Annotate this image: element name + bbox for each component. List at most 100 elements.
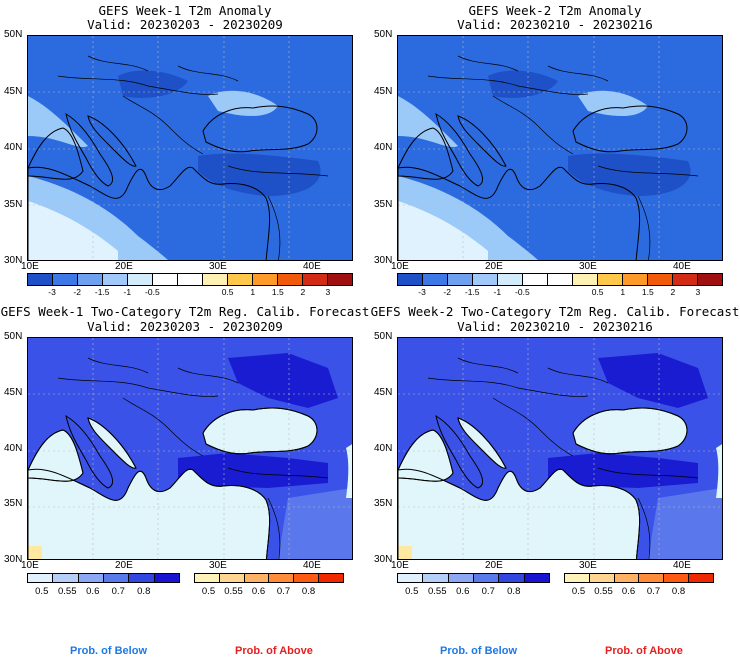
country-border <box>457 357 519 374</box>
colorbar-tick-label: 0.8 <box>137 586 151 597</box>
colorbar-swatch <box>103 274 128 285</box>
country-border <box>57 75 219 95</box>
latitude-tick-label: 40N <box>4 142 23 153</box>
colorbar-swatch <box>244 574 270 582</box>
coastline <box>28 468 271 559</box>
coastline <box>28 127 84 180</box>
colorbar-swatch <box>639 574 665 582</box>
longitude-tick-label: 10E <box>391 261 409 272</box>
colorbar-swatch <box>178 274 203 285</box>
probability-map-week2 <box>397 337 723 560</box>
coastline <box>398 127 454 180</box>
coastline <box>572 105 688 153</box>
colorbar-tick-label: 0.55 <box>428 586 447 597</box>
prob-below-colorbar <box>27 573 180 583</box>
panel-title: GEFS Week-1 T2m Anomaly <box>98 3 272 18</box>
country-border <box>87 55 149 72</box>
coastline <box>435 112 483 187</box>
colorbar-tick-label: 1 <box>250 287 256 297</box>
latitude-tick-label: 45N <box>374 85 393 97</box>
panel-week2-anomaly: GEFS Week-2 T2m Anomaly Valid: 20230210 … <box>370 0 740 300</box>
prob-below-label: Prob. of Below <box>440 645 517 657</box>
panel-week1-anomaly: GEFS Week-1 T2m Anomaly Valid: 20230203 … <box>0 0 370 300</box>
colorbar-tick-label: 0.5 <box>405 586 419 597</box>
longitude-tick-label: 20E <box>485 261 503 272</box>
colorbar-tick-label: -2 <box>443 287 451 297</box>
colorbar-tick-label: 0.55 <box>594 586 613 597</box>
colorbar-tick-label: 0.8 <box>671 586 686 597</box>
longitude-tick-label: 40E <box>303 261 321 272</box>
prob-below-colorbar <box>397 573 550 583</box>
coastline <box>65 112 113 187</box>
colorbar-tick-label: 0.6 <box>86 586 100 597</box>
colorbar-swatch <box>623 274 648 285</box>
country-border <box>537 427 574 457</box>
coastline <box>572 407 688 455</box>
colorbar-swatch <box>203 274 228 285</box>
country-border <box>492 95 539 127</box>
country-border <box>122 397 169 429</box>
latitude-tick-label: 45N <box>374 386 393 398</box>
colorbar-tick-label: 1.5 <box>271 287 284 297</box>
anomaly-weak-region <box>208 90 278 116</box>
longitude-tick-label: 30E <box>209 261 227 272</box>
latitude-tick-label: 45N <box>4 85 23 97</box>
colorbar-tick-label: -2 <box>73 287 81 297</box>
anomaly-map-week1 <box>27 35 353 261</box>
latitude-tick-label: 30N <box>374 554 393 565</box>
prob-above-label: Prob. of Above <box>235 645 313 657</box>
anomaly-weak-region <box>578 90 648 116</box>
anomaly-colorbar <box>27 273 353 286</box>
colorbar-swatch <box>129 574 155 582</box>
colorbar-swatch <box>228 274 253 285</box>
prob-above-patch <box>398 546 412 559</box>
colorbar-swatch <box>423 274 448 285</box>
colorbar-swatch <box>319 574 343 582</box>
panel-week1-probability: GEFS Week-1 Two-Category T2m Reg. Calib.… <box>0 300 370 600</box>
prob-above-colorbar <box>564 573 714 583</box>
colorbar-tick-label: 0.6 <box>456 586 470 597</box>
coastline <box>202 105 318 153</box>
latitude-tick-label: 50N <box>4 331 23 342</box>
colorbar-tick-label: -1.5 <box>94 287 110 297</box>
coastline <box>435 414 483 489</box>
colorbar-tick-label: 0.5 <box>571 586 586 597</box>
latitude-tick-label: 30N <box>4 554 23 565</box>
country-border <box>267 195 281 260</box>
probability-field <box>28 338 352 559</box>
latitude-tick-label: 35N <box>374 198 393 210</box>
anomaly-strong-region <box>198 153 321 196</box>
colorbar-swatch <box>689 574 713 582</box>
panel-valid-dates: Valid: 20230203 - 20230209 <box>87 319 283 334</box>
country-border <box>547 367 609 384</box>
colorbar-swatch <box>398 574 424 582</box>
coastline <box>65 414 113 489</box>
coastline <box>457 115 507 167</box>
colorbar-swatch <box>423 574 449 582</box>
latitude-tick-label: 30N <box>374 255 393 266</box>
coastline <box>398 468 641 559</box>
colorbar-tick-label: -1.5 <box>464 287 480 297</box>
latitude-tick-label: 40N <box>4 442 23 454</box>
prob-above-patch <box>28 546 42 559</box>
colorbar-swatch <box>219 574 245 582</box>
colorbar-tick-label: 0.6 <box>251 586 266 597</box>
colorbar-tick-label: -1 <box>493 287 502 297</box>
colorbar-swatch <box>269 574 295 582</box>
country-border <box>637 195 651 260</box>
panel-title: GEFS Week-2 T2m Anomaly <box>468 3 642 18</box>
coastline <box>28 429 84 482</box>
colorbar-tick-label: 0.7 <box>481 586 495 597</box>
longitude-tick-label: 10E <box>21 560 39 571</box>
colorbar-swatch <box>195 574 220 582</box>
anomaly-strong-region <box>488 70 558 98</box>
colorbar-tick-label: 1.5 <box>641 287 654 297</box>
colorbar-tick-label: -0.5 <box>145 287 160 297</box>
colorbar-tick-label: -1 <box>123 287 132 297</box>
longitude-tick-label: 10E <box>21 261 39 272</box>
probability-map-week1 <box>27 337 353 560</box>
colorbar-tick-label: 1 <box>620 287 626 297</box>
panel-valid-dates: Valid: 20230210 - 20230216 <box>457 319 653 334</box>
colorbar-swatch <box>53 574 79 582</box>
colorbar-swatch <box>28 274 53 285</box>
